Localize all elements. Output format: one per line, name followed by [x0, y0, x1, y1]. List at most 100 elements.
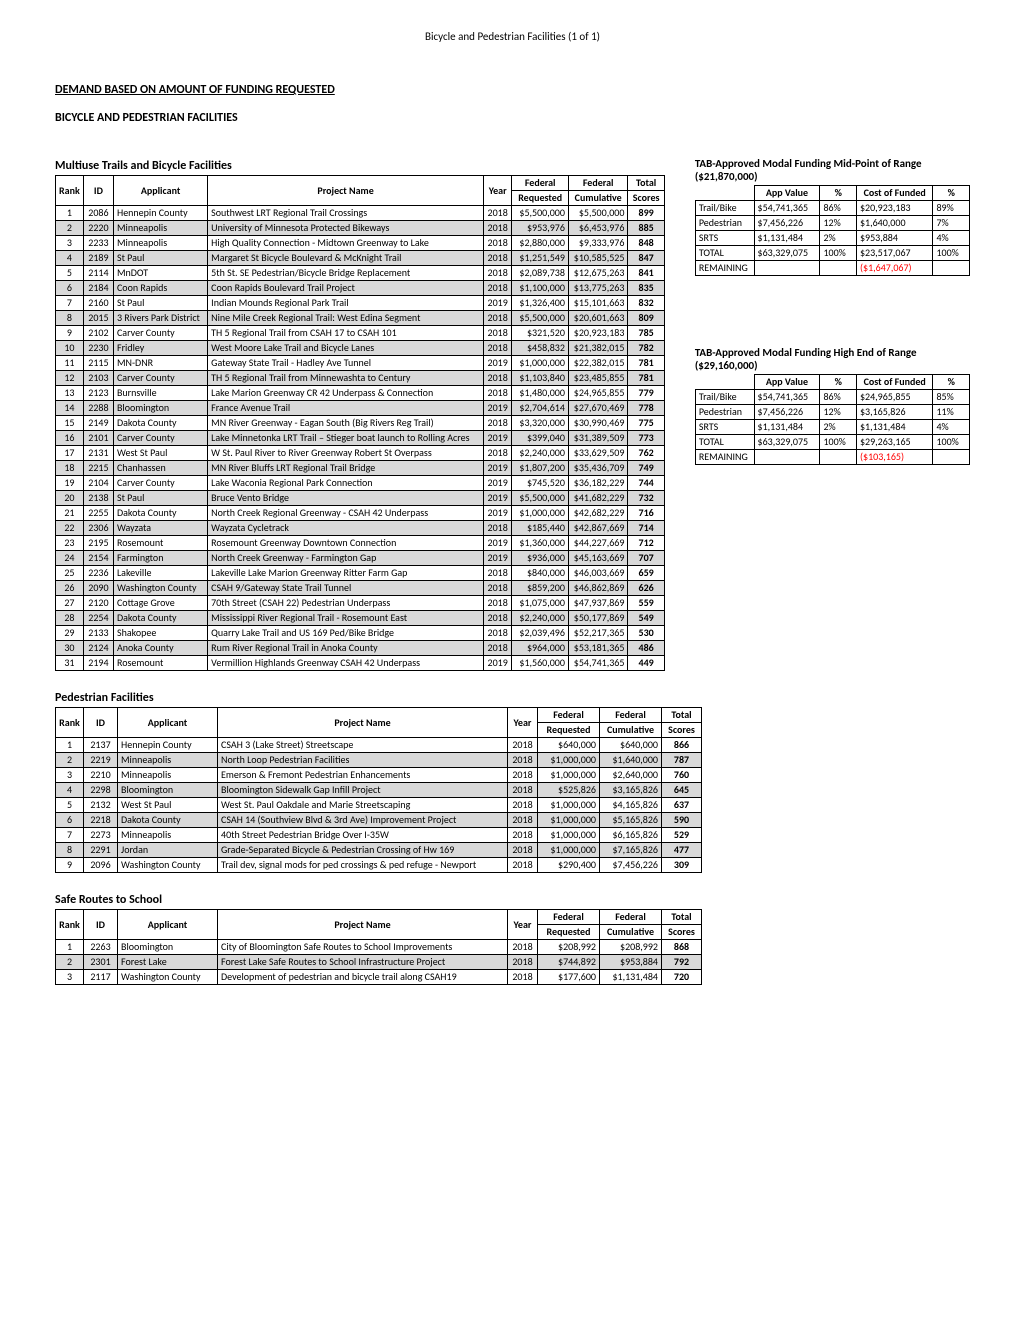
col-fed-cum2: Cumulative: [600, 723, 662, 738]
table-row: 12137Hennepin CountyCSAH 3 (Lake Street)…: [56, 738, 702, 753]
summary-col-cost: Cost of Funded: [856, 186, 932, 201]
table-row: 292133ShakopeeQuarry Lake Trail and US 1…: [56, 626, 665, 641]
table-row: 222306WayzataWayzata Cycletrack2018$185,…: [56, 521, 665, 536]
summary-mid-caption: TAB-Approved Modal Funding Mid-Point of …: [695, 157, 970, 183]
col-applicant: Applicant: [118, 910, 218, 940]
summary-mid-table: App Value%Cost of Funded%Trail/Bike$54,7…: [695, 185, 970, 276]
table-row: 102230FridleyWest Moore Lake Trail and B…: [56, 341, 665, 356]
table-row: 32117Washington CountyDevelopment of ped…: [56, 970, 702, 985]
table-row: 232195RosemountRosemount Greenway Downto…: [56, 536, 665, 551]
table-row: 42298BloomingtonBloomington Sidewalk Gap…: [56, 783, 702, 798]
summary-col-pct2: %: [933, 186, 970, 201]
sub-title: BICYCLE AND PEDESTRIAN FACILITIES: [55, 111, 970, 125]
table-row: 252236LakevilleLakeville Lake Marion Gre…: [56, 566, 665, 581]
col-id: ID: [84, 910, 118, 940]
summary-row: REMAINING($1,647,067): [695, 261, 969, 276]
summary-row: Trail/Bike$54,741,36586%$20,923,18389%: [695, 201, 969, 216]
table-row: 820153 Rivers Park DistrictNine Mile Cre…: [56, 311, 665, 326]
col-id: ID: [83, 176, 113, 206]
col-scores: Total: [662, 910, 702, 925]
summary-col-app: App Value: [754, 375, 820, 390]
table-row: 302124Anoka CountyRum River Regional Tra…: [56, 641, 665, 656]
table-row: 152149Dakota CountyMN River Greenway - E…: [56, 416, 665, 431]
pedestrian-caption: Pedestrian Facilities: [55, 691, 970, 705]
summary-col-pct: %: [820, 375, 857, 390]
table-row: 22219MinneapolisNorth Loop Pedestrian Fa…: [56, 753, 702, 768]
col-fed-cum2: Cumulative: [568, 191, 627, 206]
table-row: 272120Cottage Grove70th Street (CSAH 22)…: [56, 596, 665, 611]
table-row: 32233MinneapolisHigh Quality Connection …: [56, 236, 665, 251]
table-row: 82291JordanGrade-Separated Bicycle & Ped…: [56, 843, 702, 858]
table-row: 182215ChanhassenMN River Bluffs LRT Regi…: [56, 461, 665, 476]
table-row: 92096Washington CountyTrail dev, signal …: [56, 858, 702, 873]
table-row: 62184Coon RapidsCoon Rapids Boulevard Tr…: [56, 281, 665, 296]
table-row: 62218Dakota CountyCSAH 14 (Southview Blv…: [56, 813, 702, 828]
col-project: Project Name: [218, 708, 508, 738]
col-rank: Rank: [56, 708, 84, 738]
summary-col-cost: Cost of Funded: [856, 375, 932, 390]
table-row: 162101Carver CountyLake Minnetonka LRT T…: [56, 431, 665, 446]
summary-col-app: App Value: [754, 186, 820, 201]
table-row: 42189St PaulMargaret St Bicycle Boulevar…: [56, 251, 665, 266]
summary-row: SRTS$1,131,4842%$953,8844%: [695, 231, 969, 246]
col-scores2: Scores: [628, 191, 664, 206]
col-fed-cum: Federal: [568, 176, 627, 191]
table-row: 112115MN-DNRGateway State Trail - Hadley…: [56, 356, 665, 371]
table-row: 92102Carver CountyTH 5 Regional Trail fr…: [56, 326, 665, 341]
table-row: 12086Hennepin CountySouthwest LRT Region…: [56, 206, 665, 221]
table-row: 262090Washington CountyCSAH 9/Gateway St…: [56, 581, 665, 596]
table-row: 142288BloomingtonFrance Avenue Trail2019…: [56, 401, 665, 416]
col-year: Year: [508, 910, 538, 940]
col-fed-req2: Requested: [538, 925, 600, 940]
summary-row: SRTS$1,131,4842%$1,131,4844%: [695, 420, 969, 435]
summary-high-caption: TAB-Approved Modal Funding High End of R…: [695, 346, 970, 372]
col-year: Year: [483, 176, 511, 206]
col-scores2: Scores: [662, 723, 702, 738]
table-row: 132123BurnsvilleLake Marion Greenway CR …: [56, 386, 665, 401]
table-row: 242154FarmingtonNorth Creek Greenway - F…: [56, 551, 665, 566]
col-applicant: Applicant: [113, 176, 207, 206]
col-applicant: Applicant: [118, 708, 218, 738]
col-fed-req2: Requested: [538, 723, 600, 738]
table-row: 72160St PaulIndian Mounds Regional Park …: [56, 296, 665, 311]
summary-row: TOTAL$63,329,075100%$29,263,165100%: [695, 435, 969, 450]
summary-high-table: App Value%Cost of Funded%Trail/Bike$54,7…: [695, 374, 970, 465]
pedestrian-table: RankIDApplicantProject NameYearFederalFe…: [55, 707, 702, 873]
col-fed-cum: Federal: [600, 708, 662, 723]
table-row: 312194RosemountVermillion Highlands Gree…: [56, 656, 665, 671]
table-row: 172131West St PaulW St. Paul River to Ri…: [56, 446, 665, 461]
col-fed-req: Federal: [512, 176, 569, 191]
table-row: 12263BloomingtonCity of Bloomington Safe…: [56, 940, 702, 955]
col-scores: Total: [628, 176, 664, 191]
table-row: 122103Carver CountyTH 5 Regional Trail f…: [56, 371, 665, 386]
table-row: 32210MinneapolisEmerson & Fremont Pedest…: [56, 768, 702, 783]
col-fed-req2: Requested: [512, 191, 569, 206]
srts-caption: Safe Routes to School: [55, 893, 970, 907]
summary-row: TOTAL$63,329,075100%$23,517,067100%: [695, 246, 969, 261]
col-project: Project Name: [218, 910, 508, 940]
table-row: 52132West St PaulWest St. Paul Oakdale a…: [56, 798, 702, 813]
table-row: 72273Minneapolis40th Street Pedestrian B…: [56, 828, 702, 843]
col-fed-req: Federal: [538, 708, 600, 723]
summary-row: Trail/Bike$54,741,36586%$24,965,85585%: [695, 390, 969, 405]
table-row: 282254Dakota CountyMississippi River Reg…: [56, 611, 665, 626]
col-id: ID: [84, 708, 118, 738]
section-title: DEMAND BASED ON AMOUNT OF FUNDING REQUES…: [55, 83, 970, 97]
table-row: 22301Forest LakeForest Lake Safe Routes …: [56, 955, 702, 970]
col-rank: Rank: [56, 910, 84, 940]
page-header: Bicycle and Pedestrian Facilities (1 of …: [55, 30, 970, 43]
summary-col-pct2: %: [933, 375, 970, 390]
summary-blank: [695, 375, 754, 390]
col-fed-cum: Federal: [600, 910, 662, 925]
col-project: Project Name: [208, 176, 484, 206]
summary-row: Pedestrian$7,456,22612%$3,165,82611%: [695, 405, 969, 420]
col-fed-cum2: Cumulative: [600, 925, 662, 940]
table-row: 192104Carver CountyLake Waconia Regional…: [56, 476, 665, 491]
multiuse-caption: Multiuse Trails and Bicycle Facilities: [55, 159, 665, 173]
multiuse-table: RankIDApplicantProject NameYearFederalFe…: [55, 175, 665, 671]
table-row: 22220MinneapolisUniversity of Minnesota …: [56, 221, 665, 236]
summary-row: Pedestrian$7,456,22612%$1,640,0007%: [695, 216, 969, 231]
summary-blank: [695, 186, 754, 201]
summary-col-pct: %: [820, 186, 857, 201]
col-year: Year: [508, 708, 538, 738]
